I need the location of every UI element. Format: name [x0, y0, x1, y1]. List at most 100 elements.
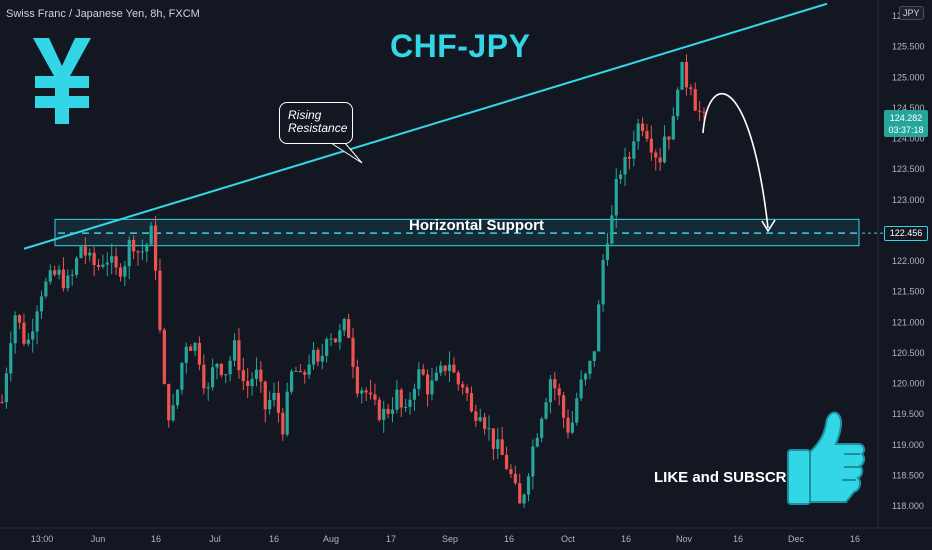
price-tick-label: 119.000	[892, 440, 924, 450]
candle-body	[439, 365, 443, 373]
candle-body	[224, 374, 228, 376]
candle-body	[373, 394, 377, 400]
candle-body	[48, 270, 52, 282]
candle-body	[461, 384, 465, 388]
candle-body	[171, 405, 175, 421]
candle-body	[588, 360, 592, 374]
candle-body	[281, 412, 285, 435]
candle-body	[504, 454, 509, 470]
candle-body	[246, 381, 250, 387]
candle-body	[289, 371, 294, 392]
candle-body	[412, 388, 417, 400]
candle-body	[645, 131, 649, 139]
candle-body	[0, 401, 4, 403]
candle-body	[241, 370, 245, 382]
candle-body	[347, 319, 351, 338]
candle-body	[487, 428, 491, 430]
candle-body	[483, 417, 487, 429]
candle-body	[197, 342, 202, 365]
candle-body	[320, 355, 324, 362]
candle-body	[553, 379, 557, 389]
time-tick-label: Sep	[442, 534, 458, 544]
time-tick-label: Oct	[561, 534, 576, 544]
candle-body	[118, 267, 123, 277]
projection-arrow	[702, 93, 769, 229]
candle-body	[680, 61, 684, 90]
candle-body	[145, 244, 149, 252]
candle-body	[263, 381, 267, 410]
rising-resistance-callout: Rising Resistance	[279, 102, 353, 144]
time-tick-label: Aug	[323, 534, 339, 544]
candle-body	[518, 483, 522, 504]
time-tick-label: 16	[504, 534, 514, 544]
candle-body	[325, 339, 329, 356]
candle-body	[500, 439, 504, 455]
candle-body	[162, 329, 166, 384]
candle-body	[254, 369, 259, 379]
candle-body	[17, 315, 22, 323]
candle-body	[649, 138, 653, 153]
candle-body	[39, 296, 44, 312]
time-axis[interactable]: 13:00 Jun 16 Jul 16 Aug 17 Sep 16 Oct 16 Nov 16 Dec 16	[0, 527, 932, 544]
candle-body	[92, 252, 96, 266]
candle-body	[702, 111, 706, 113]
candle-body	[496, 439, 500, 449]
price-tick-label: 120.000	[892, 379, 925, 389]
callout-line-1: Rising	[288, 108, 322, 122]
candle-body	[627, 156, 632, 159]
currency-badge[interactable]: JPY	[899, 6, 924, 20]
candle-body	[404, 406, 408, 408]
candle-body	[531, 446, 535, 477]
candle-body	[88, 252, 92, 256]
candle-body	[430, 380, 434, 395]
candle-body	[272, 392, 276, 401]
candle-body	[355, 366, 359, 394]
candles	[0, 54, 706, 508]
candle-body	[592, 351, 596, 361]
candle-body	[443, 365, 447, 371]
price-tick-label: 123.500	[892, 164, 925, 174]
time-tick-label: 17	[386, 534, 396, 544]
candle-body	[619, 174, 623, 180]
candle-body	[667, 136, 671, 140]
candle-body	[456, 372, 460, 385]
candle-body	[469, 393, 474, 412]
candle-body	[232, 340, 237, 361]
rising-resistance-line	[23, 2, 828, 250]
price-axis[interactable]: 126.000125.500125.000124.500124.000123.5…	[877, 0, 925, 528]
candle-body	[175, 389, 180, 406]
horizontal-support-label: Horizontal Support	[409, 217, 544, 234]
candle-body	[382, 408, 386, 420]
candle-body	[562, 395, 566, 418]
candle-body	[61, 269, 66, 289]
candle-body	[294, 370, 298, 372]
candle-body	[575, 398, 579, 423]
price-tick-label: 119.500	[892, 409, 924, 419]
candle-body	[228, 360, 232, 375]
like-subscribe-text: LIKE and SUBSCRIBE	[654, 469, 812, 486]
candle-body	[447, 364, 452, 371]
candle-body	[329, 338, 333, 340]
candle-body	[79, 246, 83, 259]
candle-body	[360, 390, 364, 394]
candle-body	[351, 337, 355, 367]
candle-body	[259, 369, 263, 382]
candle-body	[123, 266, 127, 277]
candle-body	[597, 304, 601, 352]
candle-body	[491, 428, 495, 449]
candle-body	[303, 372, 307, 375]
candle-body	[364, 390, 368, 393]
candle-body	[557, 388, 561, 396]
symbol-title[interactable]: Swiss Franc / Japanese Yen, 8h, FXCM	[6, 8, 200, 20]
candle-body	[311, 349, 316, 365]
candle-body	[698, 110, 702, 112]
candle-body	[676, 89, 680, 117]
candle-body	[101, 264, 105, 267]
price-tick-label: 121.000	[892, 317, 925, 327]
price-tick-label: 118.500	[892, 470, 924, 480]
candle-body	[4, 373, 8, 403]
time-tick-label: Dec	[788, 534, 805, 544]
candle-body	[632, 141, 636, 159]
candle-body	[211, 367, 215, 388]
